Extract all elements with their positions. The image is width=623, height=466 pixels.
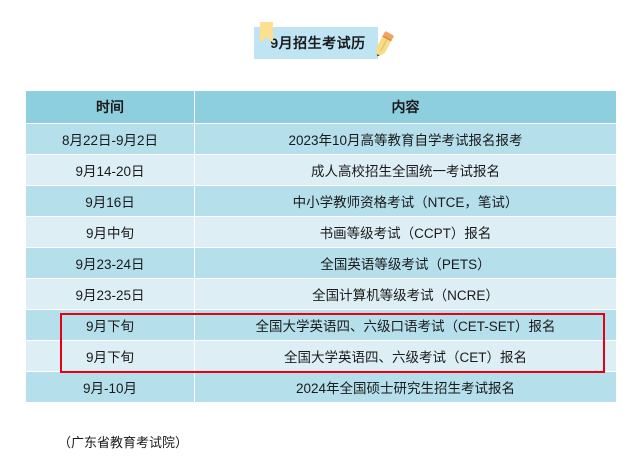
table-header: 时间 内容	[25, 90, 617, 124]
cell-time: 9月中旬	[25, 216, 195, 248]
table-row: 9月23-24日 全国英语等级考试（PETS）	[25, 247, 617, 279]
page-title: 9月招生考试历	[270, 35, 366, 51]
column-header-time: 时间	[25, 90, 195, 124]
cell-content: 中小学教师资格考试（NTCE，笔试）	[194, 185, 617, 217]
cell-time: 8月22日-9月2日	[25, 123, 195, 155]
cell-time: 9月23-24日	[25, 247, 195, 279]
table-row: 9月16日 中小学教师资格考试（NTCE，笔试）	[25, 185, 617, 217]
cell-time: 9月下旬	[25, 340, 195, 372]
table-row: 9月下旬 全国大学英语四、六级考试（CET）报名	[25, 340, 617, 372]
exam-calendar-table: 时间 内容 8月22日-9月2日 2023年10月高等教育自学考试报名报考 9月14…	[25, 90, 617, 403]
cell-content: 2023年10月高等教育自学考试报名报考	[194, 123, 617, 155]
table-row: 9月-10月 2024年全国硕士研究生招生考试报名	[25, 371, 617, 403]
page-title-banner: 9月招生考试历	[254, 22, 394, 59]
table-row: 9月23-25日 全国计算机等级考试（NCRE）	[25, 278, 617, 310]
cell-content: 成人高校招生全国统一考试报名	[194, 154, 617, 186]
pencil-icon	[375, 31, 394, 57]
cell-content: 全国计算机等级考试（NCRE）	[194, 278, 617, 310]
table-row: 9月中旬 书画等级考试（CCPT）报名	[25, 216, 617, 248]
cell-content: 2024年全国硕士研究生招生考试报名	[194, 371, 617, 403]
table-header-row: 时间 内容	[25, 90, 617, 124]
cell-time: 9月14-20日	[25, 154, 195, 186]
cell-time: 9月16日	[25, 185, 195, 217]
cell-time: 9月23-25日	[25, 278, 195, 310]
bookmark-ribbon-icon	[260, 22, 273, 43]
source-attribution: （广东省教育考试院）	[58, 435, 189, 450]
title-banner-background: 9月招生考试历	[254, 27, 378, 59]
table-row: 9月下旬 全国大学英语四、六级口语考试（CET-SET）报名	[25, 309, 617, 341]
cell-time: 9月-10月	[25, 371, 195, 403]
table-row: 8月22日-9月2日 2023年10月高等教育自学考试报名报考	[25, 123, 617, 155]
cell-content: 全国英语等级考试（PETS）	[194, 247, 617, 279]
cell-content: 全国大学英语四、六级口语考试（CET-SET）报名	[194, 309, 617, 341]
table-row: 9月14-20日 成人高校招生全国统一考试报名	[25, 154, 617, 186]
cell-content: 书画等级考试（CCPT）报名	[194, 216, 617, 248]
cell-content: 全国大学英语四、六级考试（CET）报名	[194, 340, 617, 372]
table-body: 8月22日-9月2日 2023年10月高等教育自学考试报名报考 9月14-20日 成人…	[25, 123, 617, 403]
column-header-content: 内容	[194, 90, 617, 124]
cell-time: 9月下旬	[25, 309, 195, 341]
